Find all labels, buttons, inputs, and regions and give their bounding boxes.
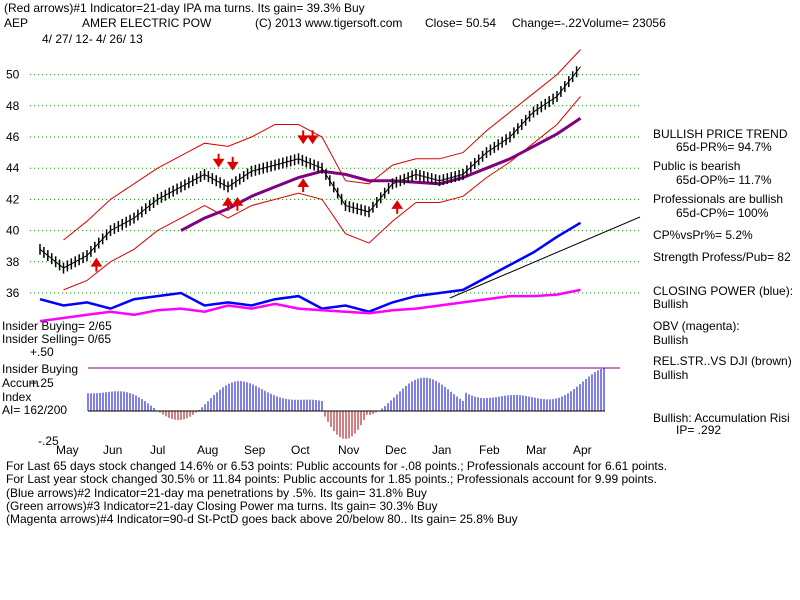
change-value: Change=-.22: [512, 16, 582, 30]
y-tick-46: 46: [6, 130, 20, 144]
x-tick-Jun: Jun: [103, 443, 122, 457]
close-value: Close= 50.54: [425, 16, 497, 30]
x-tick-Oct: Oct: [291, 443, 310, 457]
copyright: (C) 2013 www.tigersoft.com: [255, 16, 403, 30]
pr-percent: 65d-PR%= 94.7%: [676, 140, 772, 154]
footer-green-arrows: (Green arrows)#3 Indicator=21-day Closin…: [6, 499, 438, 513]
accum-plus50: +.50: [30, 345, 54, 359]
index-label: Index: [2, 390, 32, 404]
y-tick-40: 40: [6, 224, 20, 238]
date-range: 4/ 27/ 12- 4/ 26/ 13: [42, 32, 143, 46]
x-tick-Dec: Dec: [385, 443, 406, 457]
insider-buying-count: Insider Buying= 2/65: [2, 319, 112, 333]
sell-arrow: [306, 130, 319, 145]
footer-blue-arrows: (Blue arrows)#2 Indicator=21-day ma pene…: [6, 486, 427, 500]
volume-value: Volume= 23056: [582, 16, 666, 30]
y-tick-38: 38: [6, 255, 20, 269]
y-tick-48: 48: [6, 99, 20, 113]
series-obv-magenta-: [39, 288, 581, 323]
x-tick-Feb: Feb: [479, 443, 500, 457]
x-tick-Mar: Mar: [526, 443, 547, 457]
x-tick-Jul: Jul: [150, 443, 165, 457]
accum-label: Accum: [2, 376, 39, 390]
relative-strength-trendline: [449, 216, 641, 299]
accumulation-status: Bullish: Accumulation Risi: [653, 411, 790, 425]
op-percent: 65d-OP%= 11.7%: [676, 173, 772, 187]
footer-year: For Last year stock changed 30.5% or 11.…: [6, 472, 657, 486]
professionals-status: Professionals are bullish: [653, 192, 784, 206]
series-closing-power-blue-: [39, 221, 582, 314]
accum-minus25: -.25: [38, 434, 59, 448]
trend-label: BULLISH PRICE TREND: [653, 127, 788, 141]
public-status: Public is bearish: [653, 159, 741, 173]
accum-plus25: +.25: [30, 376, 54, 390]
y-tick-42: 42: [6, 192, 20, 206]
obv-label: OBV (magenta):: [653, 319, 740, 333]
y-tick-36: 36: [6, 286, 20, 300]
header-line1: (Red arrows)#1 Indicator=21-day IPA ma t…: [4, 1, 365, 15]
rel-strength-status: Bullish: [653, 368, 689, 382]
buy-arrow: [222, 196, 234, 211]
series-lower-band: [63, 96, 581, 291]
footer-magenta-arrows: (Magenta arrows)#4 Indicator=90-d St-Pct…: [6, 512, 518, 526]
x-tick-Aug: Aug: [197, 443, 218, 457]
x-tick-Jan: Jan: [432, 443, 451, 457]
closing-power-label: CLOSING POWER (blue):: [653, 284, 794, 298]
x-tick-Nov: Nov: [338, 443, 359, 457]
ai-value: AI= 162/200: [2, 403, 68, 417]
cp-percent: 65d-CP%= 100%: [676, 206, 769, 220]
insider-selling-count: Insider Selling= 0/65: [2, 332, 112, 346]
buy-arrow: [231, 196, 244, 211]
x-tick-May: May: [56, 443, 79, 457]
series-moving-average: [180, 117, 582, 232]
company-name: AMER ELECTRIC POW: [82, 16, 212, 30]
rel-strength-label: REL.STR..VS DJI (brown): [653, 354, 792, 368]
signal-arrows: [90, 130, 404, 272]
x-tick-Apr: Apr: [573, 443, 592, 457]
y-axis-ticks: 36 38 40 42 44 46 48 50: [6, 68, 20, 300]
x-axis-ticks: May Jun Jul Aug Sep Oct Nov Dec Jan Feb Mar Apr: [56, 443, 592, 457]
insider-buying-label: Insider Buying: [2, 362, 79, 376]
closing-power-status: Bullish: [653, 297, 689, 311]
obv-status: Bullish: [653, 333, 689, 347]
y-tick-44: 44: [6, 161, 20, 175]
y-tick-50: 50: [6, 68, 20, 82]
symbol: AEP: [4, 16, 29, 30]
strength-ratio: Strength Profess/Pub= 82: [653, 250, 791, 264]
sell-arrow: [226, 156, 239, 171]
series-upper-band: [63, 49, 581, 241]
accumulation-index: [87, 367, 605, 439]
sell-arrow: [297, 130, 310, 145]
series-layer: [39, 49, 582, 323]
price-grid: [30, 74, 640, 294]
sell-arrow: [212, 153, 225, 168]
buy-arrow: [391, 200, 404, 214]
buy-arrow: [297, 178, 310, 193]
cp-vs-pr: CP%vsPr%= 5.2%: [653, 228, 753, 242]
ip-value: IP= .292: [676, 423, 722, 437]
footer-65day: For Last 65 days stock changed 14.6% or …: [6, 459, 668, 473]
x-tick-Sep: Sep: [244, 443, 266, 457]
buy-arrow: [90, 257, 103, 272]
